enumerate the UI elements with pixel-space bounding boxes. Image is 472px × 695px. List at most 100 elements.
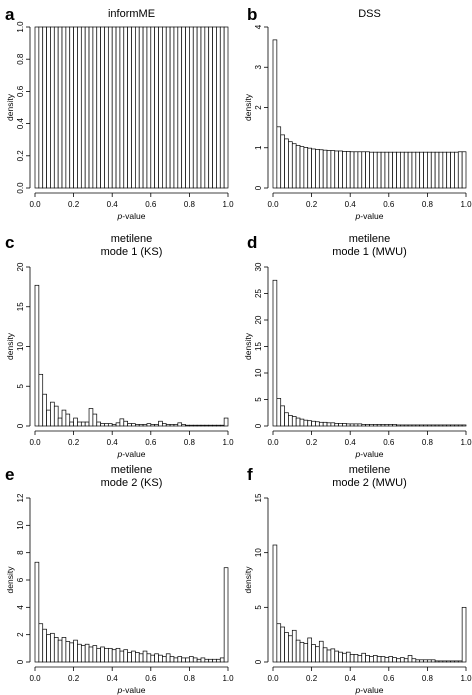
histogram-bar xyxy=(280,405,285,427)
histogram-bar xyxy=(326,649,332,663)
histogram-bar xyxy=(454,424,459,427)
y-tick-label: 5 xyxy=(254,397,263,402)
x-tick-label: 0.4 xyxy=(345,674,357,683)
y-tick-label: 0.8 xyxy=(16,53,25,65)
histogram-bar xyxy=(169,424,175,427)
x-axis-label: p-value xyxy=(117,685,146,695)
histogram-bar xyxy=(384,657,390,663)
histogram-bar xyxy=(299,641,305,663)
histogram-bar xyxy=(423,659,428,663)
histogram-bar xyxy=(34,284,40,427)
histogram-bar xyxy=(423,151,428,189)
histogram-bar xyxy=(80,645,86,663)
histogram-bar xyxy=(369,656,374,663)
histogram-bar xyxy=(318,149,324,189)
histogram-bar xyxy=(307,420,312,427)
histogram-bar xyxy=(303,643,309,663)
y-axis: 0.0 0.2 0.4 0.6 0.8 1.0 density xyxy=(5,21,31,194)
y-axis: 0 5 10 15 20 25 30 density xyxy=(243,262,269,428)
histogram-bar xyxy=(419,659,424,663)
histogram-bar xyxy=(334,150,339,189)
histogram-bar xyxy=(357,655,363,663)
histogram-bar xyxy=(146,653,152,663)
x-tick-label: 0.2 xyxy=(68,200,80,209)
x-axis-label-italic: p xyxy=(117,685,123,695)
histogram-bar xyxy=(450,424,455,427)
histogram-bar xyxy=(284,138,289,189)
histogram-bar xyxy=(219,26,225,189)
x-axis: 0.0 0.2 0.4 0.6 0.8 1.0 p-value xyxy=(29,192,234,221)
histogram-bar xyxy=(146,26,152,189)
histogram-bar xyxy=(123,420,128,427)
histogram-bar xyxy=(434,424,440,427)
histogram-bar xyxy=(311,420,316,427)
histogram-bar xyxy=(291,416,297,427)
x-tick-label: 0.8 xyxy=(184,200,196,209)
x-axis: 0.0 0.2 0.4 0.6 0.8 1.0 p-value xyxy=(267,666,472,695)
x-tick-label: 0.0 xyxy=(29,200,41,209)
histogram-bar xyxy=(380,151,386,189)
histogram-bar xyxy=(111,424,117,427)
histogram-bar xyxy=(288,141,293,189)
histogram-bar xyxy=(104,423,109,427)
histogram-bar xyxy=(342,652,347,663)
histogram-bar xyxy=(150,26,156,189)
histogram-bar xyxy=(200,26,206,189)
x-tick-label: 1.0 xyxy=(222,438,234,447)
chart-title: metilene xyxy=(349,233,391,245)
histogram-bar xyxy=(454,660,459,663)
chart-subtitle: mode 1 (KS) xyxy=(101,246,163,258)
histogram-bar xyxy=(334,650,339,663)
histogram-bar xyxy=(142,650,148,663)
histogram-bar xyxy=(446,424,451,427)
histogram-bar xyxy=(162,656,167,663)
histogram-bar xyxy=(80,421,86,427)
histogram-bar xyxy=(384,424,390,427)
histogram-bar xyxy=(150,654,156,663)
histogram-bar xyxy=(212,26,217,189)
histogram-bar xyxy=(373,655,378,663)
bars xyxy=(272,39,467,189)
histogram-bar xyxy=(200,424,206,427)
y-tick-label: 12 xyxy=(16,493,25,502)
histogram-bar xyxy=(272,39,278,189)
histogram-bar xyxy=(53,637,59,663)
x-tick-label: 0.6 xyxy=(383,438,395,447)
histogram-bar xyxy=(88,408,94,427)
y-tick-label: 15 xyxy=(16,302,25,311)
y-tick-label: 0 xyxy=(254,423,263,428)
histogram-bar xyxy=(42,26,47,189)
histogram-bar xyxy=(430,151,436,189)
x-axis-label-italic: p xyxy=(355,449,361,459)
histogram-bar xyxy=(353,151,359,189)
histogram-bar xyxy=(196,658,202,663)
x-tick-label: 0.6 xyxy=(383,674,395,683)
histogram-bar xyxy=(315,646,320,663)
histogram-bar xyxy=(403,658,409,663)
histogram-bar xyxy=(396,424,401,427)
chart-subtitle: mode 1 (MWU) xyxy=(332,246,407,258)
histogram-bar xyxy=(181,657,186,663)
y-axis-label: density xyxy=(243,93,253,121)
histogram-bar xyxy=(88,646,94,663)
histogram-bar xyxy=(150,424,156,427)
histogram-bar xyxy=(219,424,225,427)
chart-subtitle: mode 2 (MWU) xyxy=(332,477,407,489)
histogram-bar xyxy=(450,660,455,663)
histogram-bar xyxy=(342,423,347,427)
x-tick-label: 0.4 xyxy=(107,200,119,209)
histogram-bar xyxy=(338,423,343,427)
histogram-bar xyxy=(280,626,285,663)
y-tick-label: 0 xyxy=(254,659,263,664)
histogram-bar xyxy=(330,150,336,189)
histogram-bar xyxy=(442,424,448,427)
histogram-bar xyxy=(446,151,451,189)
histogram-bar xyxy=(162,26,167,189)
histogram-bar xyxy=(111,649,117,663)
histogram-bar xyxy=(96,421,101,427)
histogram-bar xyxy=(415,659,421,663)
histogram-bar xyxy=(192,424,198,427)
histogram-bar xyxy=(142,424,148,427)
histogram-bar xyxy=(430,424,436,427)
histogram-bar xyxy=(349,653,355,663)
